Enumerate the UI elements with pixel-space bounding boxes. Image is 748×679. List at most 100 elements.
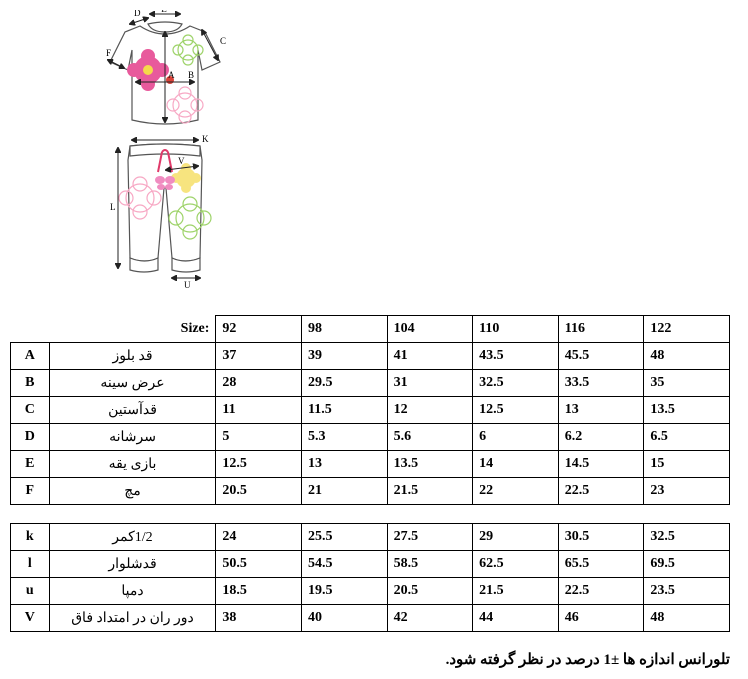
table-row: l قدشلوار 50.5 54.5 58.5 62.5 65.5 69.5: [11, 551, 730, 578]
row-label: عرض سینه: [49, 370, 216, 397]
svg-text:B: B: [188, 70, 194, 80]
row-val: 30.5: [558, 524, 644, 551]
row-val: 33.5: [558, 370, 644, 397]
table-row: A قد بلوز 37 39 41 43.5 45.5 48: [11, 343, 730, 370]
row-val: 58.5: [387, 551, 473, 578]
row-val: 11: [216, 397, 302, 424]
row-val: 50.5: [216, 551, 302, 578]
table-row: V دور ران در امتداد فاق 38 40 42 44 46 4…: [11, 605, 730, 632]
row-val: 42: [387, 605, 473, 632]
row-val: 29.5: [302, 370, 388, 397]
svg-text:L: L: [110, 202, 116, 212]
row-code: E: [11, 451, 50, 478]
row-val: 6.5: [644, 424, 730, 451]
size-table-pants: k 1/2کمر 24 25.5 27.5 29 30.5 32.5 l قدش…: [10, 523, 730, 632]
row-val: 45.5: [558, 343, 644, 370]
row-val: 28: [216, 370, 302, 397]
row-code: F: [11, 478, 50, 505]
garment-sketch: A B C D E F: [70, 10, 738, 305]
row-val: 69.5: [644, 551, 730, 578]
svg-text:K: K: [202, 134, 209, 144]
row-label: مچ: [49, 478, 216, 505]
row-code: A: [11, 343, 50, 370]
row-val: 40: [301, 605, 387, 632]
row-val: 65.5: [558, 551, 644, 578]
row-val: 41: [387, 343, 473, 370]
size-col-5: 122: [644, 316, 730, 343]
row-val: 27.5: [387, 524, 473, 551]
row-val: 37: [216, 343, 302, 370]
row-label: 1/2کمر: [49, 524, 216, 551]
row-val: 5.6: [387, 424, 473, 451]
row-val: 21.5: [387, 478, 473, 505]
row-val: 43.5: [473, 343, 559, 370]
row-code: k: [11, 524, 50, 551]
row-val: 38: [216, 605, 302, 632]
row-val: 21: [302, 478, 388, 505]
row-val: 44: [473, 605, 559, 632]
row-val: 12.5: [216, 451, 302, 478]
row-label: قدآستین: [49, 397, 216, 424]
svg-text:A: A: [168, 70, 175, 80]
row-val: 20.5: [387, 578, 473, 605]
row-val: 23.5: [644, 578, 730, 605]
tolerance-note: تلورانس اندازه ها ±1 درصد در نظر گرفته ش…: [10, 650, 730, 669]
row-val: 15: [644, 451, 730, 478]
size-label-cell: Size:: [11, 316, 216, 343]
row-code: u: [11, 578, 50, 605]
row-label: دور ران در امتداد فاق: [49, 605, 216, 632]
row-val: 21.5: [473, 578, 559, 605]
row-label: قد بلوز: [49, 343, 216, 370]
row-val: 32.5: [473, 370, 559, 397]
row-val: 32.5: [644, 524, 730, 551]
row-val: 25.5: [301, 524, 387, 551]
row-val: 54.5: [301, 551, 387, 578]
size-col-4: 116: [558, 316, 644, 343]
row-val: 12: [387, 397, 473, 424]
row-label: قدشلوار: [49, 551, 216, 578]
row-label: سرشانه: [49, 424, 216, 451]
svg-text:D: D: [134, 10, 141, 18]
row-val: 13.5: [387, 451, 473, 478]
row-val: 22.5: [558, 478, 644, 505]
row-val: 14.5: [558, 451, 644, 478]
row-val: 23: [644, 478, 730, 505]
size-col-2: 104: [387, 316, 473, 343]
row-val: 5: [216, 424, 302, 451]
svg-text:C: C: [220, 36, 226, 46]
row-label: بازی یقه: [49, 451, 216, 478]
table-row: u دمپا 18.5 19.5 20.5 21.5 22.5 23.5: [11, 578, 730, 605]
row-val: 22.5: [558, 578, 644, 605]
row-val: 62.5: [473, 551, 559, 578]
row-val: 11.5: [302, 397, 388, 424]
table-row: C قدآستین 11 11.5 12 12.5 13 13.5: [11, 397, 730, 424]
row-val: 18.5: [216, 578, 302, 605]
row-label: دمپا: [49, 578, 216, 605]
row-val: 20.5: [216, 478, 302, 505]
table-row: B عرض سینه 28 29.5 31 32.5 33.5 35: [11, 370, 730, 397]
row-val: 12.5: [473, 397, 559, 424]
svg-text:V: V: [178, 156, 185, 166]
size-col-1: 98: [302, 316, 388, 343]
table-row: F مچ 20.5 21 21.5 22 22.5 23: [11, 478, 730, 505]
row-code: C: [11, 397, 50, 424]
row-val: 5.3: [302, 424, 388, 451]
svg-text:U: U: [184, 280, 191, 290]
row-val: 19.5: [301, 578, 387, 605]
row-val: 29: [473, 524, 559, 551]
row-val: 35: [644, 370, 730, 397]
row-val: 6: [473, 424, 559, 451]
table-row: E بازی یقه 12.5 13 13.5 14 14.5 15: [11, 451, 730, 478]
row-val: 14: [473, 451, 559, 478]
row-code: l: [11, 551, 50, 578]
size-table-top: Size: 92 98 104 110 116 122 A قد بلوز 37…: [10, 315, 730, 505]
row-val: 6.2: [558, 424, 644, 451]
row-val: 22: [473, 478, 559, 505]
row-val: 24: [216, 524, 302, 551]
row-val: 13.5: [644, 397, 730, 424]
row-val: 13: [302, 451, 388, 478]
size-label: Size:: [181, 321, 210, 336]
size-col-0: 92: [216, 316, 302, 343]
row-code: D: [11, 424, 50, 451]
row-code: V: [11, 605, 50, 632]
